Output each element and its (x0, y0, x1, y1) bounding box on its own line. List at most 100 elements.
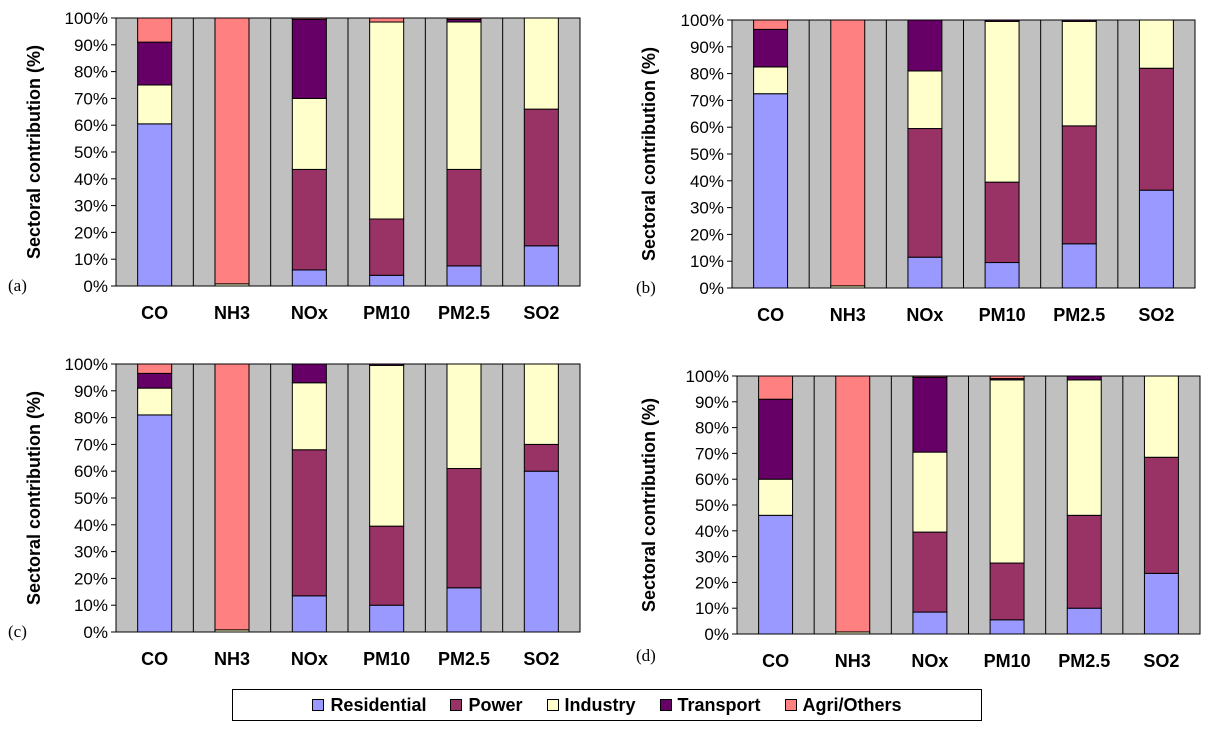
panel-4-xtick-label-nox: NOx (911, 651, 948, 671)
panel-3-bar-nox-power (291, 449, 327, 597)
legend: Residential Power Industry Transport Agr… (232, 689, 982, 721)
panel-1-bar-pm10-residential (369, 274, 405, 287)
panel-3-xtick-label-nh3: NH3 (214, 649, 250, 669)
panel-1-xtick-label-pm10: PM10 (363, 303, 410, 323)
panel-4-ytick-label-5: 50% (695, 496, 729, 515)
panel-2-ytick-label-0: 0% (699, 279, 724, 298)
legend-swatch-residential (312, 699, 325, 711)
legend-swatch-transport (659, 699, 672, 711)
panel-3-ytick-label-3: 30% (74, 543, 108, 562)
panel-2-bar-pm10-residential (984, 262, 1020, 289)
panel-1-bar-pm2-5-power (446, 168, 482, 267)
panel-4-ytick-label-1: 10% (695, 599, 729, 618)
panel-2-xtick-label-pm2-5: PM2.5 (1053, 305, 1105, 325)
panel-1-xtick-label-pm2-5: PM2.5 (438, 303, 490, 323)
panel-1-ytick-label-2: 20% (74, 223, 108, 242)
panel-3-ytick-label-5: 50% (74, 489, 108, 508)
panel-3-ytick-label-2: 20% (74, 569, 108, 588)
panel-4-bar-nh3-agri-others (835, 375, 871, 633)
panel-4-ytick-label-3: 30% (695, 548, 729, 567)
legend-item-industry: Industry (546, 694, 636, 716)
panel-2-ytick-label-5: 50% (690, 145, 724, 164)
panel-4-bar-so2-power (1143, 456, 1179, 574)
panel-1-ytick-label-6: 60% (74, 116, 108, 135)
legend-swatch-agri-others (784, 699, 797, 711)
panel-2-bar-pm2-5-residential (1061, 243, 1097, 289)
panel-4-ytick-label-6: 60% (695, 470, 729, 489)
panel-4-xtick-label-pm2-5: PM2.5 (1058, 651, 1110, 671)
panel-3-xtick-label-co: CO (141, 649, 168, 669)
panel-4: 0% 10% 20% 30% 40% 50% 60% 70% 80% 90% 100% CO NH3 NO… (636, 367, 1201, 671)
panel-2-ytick-label-1: 10% (690, 252, 724, 271)
legend-item-transport: Transport (659, 695, 761, 716)
panel-2-ytick-label-8: 80% (690, 65, 724, 84)
panel-2-bar-nox-power (907, 128, 943, 258)
panel-4-xtick-label-nh3: NH3 (835, 651, 871, 671)
panel-4-bar-nox-transport (912, 376, 948, 453)
panel-1-bar-nox-industry (291, 97, 327, 170)
panel-2-bar-pm2-5-industry (1061, 20, 1097, 127)
panel-1-bar-co-industry (137, 84, 173, 125)
legend-swatch-power (450, 699, 463, 711)
panel-1-bar-so2-power (523, 108, 559, 247)
panel-2-panel-label: (b) (636, 278, 656, 297)
panel-4-bar-nox-power (912, 531, 948, 613)
legend-label-residential: Residential (330, 694, 427, 715)
panel-4-bar-pm10-industry (989, 379, 1025, 564)
panel-3-xtick-label-pm10: PM10 (363, 649, 410, 669)
panel-3-panel-label: (c) (8, 622, 27, 641)
panel-4-xtick-label-pm10: PM10 (984, 651, 1031, 671)
panel-3-ytick-label-6: 60% (74, 462, 108, 481)
panel-2-bar-co-industry (753, 66, 789, 95)
panel-2-bar-co-residential (753, 93, 789, 289)
panel-2-ytick-label-9: 90% (690, 38, 724, 57)
panel-2-xtick-label-nox: NOx (906, 305, 943, 325)
panel-3-bar-pm10-power (369, 525, 405, 606)
panel-1-ylabel: Sectoral contribution (%) (24, 45, 44, 259)
panel-4-bar-so2-residential (1143, 572, 1179, 635)
panel-4-bar-nox-residential (912, 611, 948, 635)
panel-3-bar-nh3-agri-others (214, 363, 250, 631)
panel-2-bar-pm10-industry (984, 20, 1020, 183)
panel-3-ytick-label-7: 70% (74, 435, 108, 454)
panel-3-bar-pm2-5-power (446, 468, 482, 589)
panel-2: 0% 10% 20% 30% 40% 50% 60% 70% 80% 90% 100% CO NH3 NO… (636, 11, 1196, 325)
panel-1-ytick-label-7: 70% (74, 89, 108, 108)
panel-1-ytick-label-4: 40% (74, 170, 108, 189)
legend-item-power: Power (450, 695, 523, 716)
panel-1-xtick-label-nh3: NH3 (214, 303, 250, 323)
panel-2-xtick-label-nh3: NH3 (830, 305, 866, 325)
panel-1-xtick-label-nox: NOx (291, 303, 328, 323)
legend-label-industry: Industry (564, 694, 636, 715)
panel-1-bar-nox-residential (291, 269, 327, 287)
panel-3-axis-frame (115, 363, 581, 633)
panel-3-ytick-label-1: 10% (74, 596, 108, 615)
legend-item-residential: Residential (312, 695, 426, 716)
panel-3-bar-nox-transport (291, 363, 327, 384)
panel-1-bar-pm10-industry (369, 21, 405, 220)
legend-item-agri-others: Agri/Others (784, 695, 902, 716)
panel-4-ylabel: Sectoral contribution (%) (639, 398, 659, 612)
panel-1-bar-co-residential (137, 123, 173, 287)
panel-3-bar-so2-industry (523, 363, 559, 445)
panel-4-bar-so2-industry (1143, 375, 1179, 458)
legend-swatch-industry (546, 699, 559, 711)
panel-1-ytick-label-0: 0% (83, 277, 108, 296)
panel-3-xtick-label-so2: SO2 (523, 649, 559, 669)
panel-3-bar-pm2-5-residential (446, 587, 482, 633)
panel-4-bar-pm10-residential (989, 619, 1025, 635)
panel-1-bar-so2-industry (523, 17, 559, 110)
panel-2-ytick-label-3: 30% (690, 199, 724, 218)
panel-2-bar-co-agri-others (753, 19, 789, 30)
panel-1-bar-pm10-power (369, 218, 405, 276)
panel-1-bar-nox-power (291, 168, 327, 271)
panel-4-bar-co-transport (758, 398, 794, 480)
panel-1-ytick-label-10: 100% (65, 9, 108, 28)
panel-1-xtick-label-co: CO (141, 303, 168, 323)
panel-1-ytick-label-3: 30% (74, 197, 108, 216)
panel-3-ytick-label-10: 100% (65, 355, 108, 374)
panel-3-ytick-label-8: 80% (74, 409, 108, 428)
panel-4-bar-pm2-5-residential (1066, 607, 1102, 635)
panel-4-bar-co-industry (758, 478, 794, 516)
